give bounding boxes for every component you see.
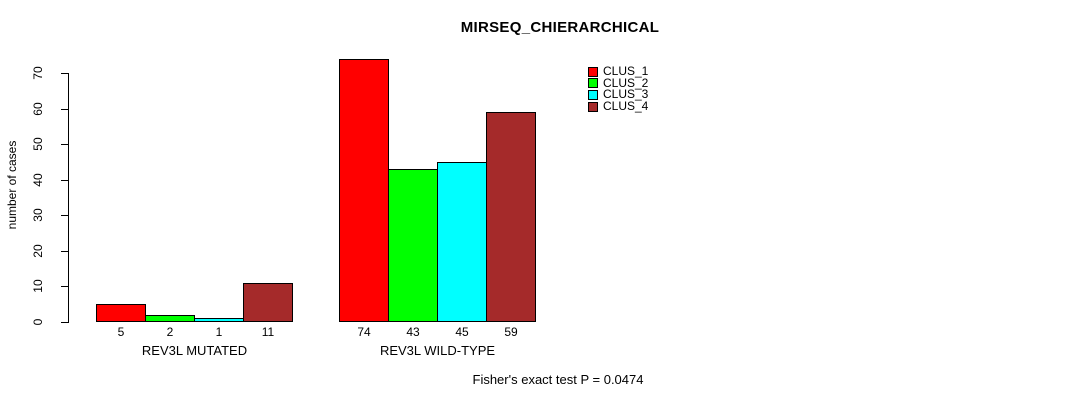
bar-CLUS_4 bbox=[243, 283, 293, 322]
y-axis-tick bbox=[61, 180, 68, 181]
y-axis-tick-label: 30 bbox=[31, 208, 45, 222]
x-group-label: REV3L WILD-TYPE bbox=[379, 343, 496, 358]
bar-CLUS_4 bbox=[486, 112, 536, 322]
y-axis-tick-label: 60 bbox=[31, 102, 45, 116]
y-axis-tick bbox=[61, 322, 68, 323]
bar-value-label: 43 bbox=[406, 325, 420, 339]
bar-CLUS_2 bbox=[145, 315, 195, 322]
legend-item: CLUS_2 bbox=[588, 75, 649, 90]
legend-item: CLUS_3 bbox=[588, 87, 649, 102]
bar-CLUS_1 bbox=[339, 59, 389, 322]
legend-label: CLUS_4 bbox=[603, 99, 649, 114]
legend-label: CLUS_3 bbox=[603, 87, 649, 102]
y-axis-tick bbox=[61, 144, 68, 145]
legend-swatch-CLUS_4 bbox=[588, 101, 598, 112]
y-axis-tick bbox=[61, 73, 68, 74]
legend-label: CLUS_2 bbox=[603, 75, 649, 90]
chart-title: MIRSEQ_CHIERARCHICAL bbox=[460, 19, 660, 36]
legend-item: CLUS_1 bbox=[588, 64, 649, 79]
y-axis-tick-label: 40 bbox=[31, 173, 45, 187]
bar-value-label: 59 bbox=[504, 325, 518, 339]
bar-value-label: 5 bbox=[117, 325, 125, 339]
y-axis-tick-label: 70 bbox=[31, 66, 45, 80]
legend: CLUS_1 CLUS_2 CLUS_3 CLUS_4 bbox=[588, 64, 649, 114]
y-axis-tick bbox=[61, 286, 68, 287]
y-axis-line bbox=[68, 73, 69, 323]
y-axis-tick-label: 0 bbox=[31, 318, 45, 326]
legend-item: CLUS_4 bbox=[588, 99, 649, 114]
bar-CLUS_2 bbox=[388, 169, 438, 322]
bar-CLUS_1 bbox=[96, 304, 146, 322]
bar-value-label: 2 bbox=[166, 325, 174, 339]
bar-CLUS_3 bbox=[194, 318, 244, 322]
x-group-label: REV3L MUTATED bbox=[141, 343, 248, 358]
legend-swatch-CLUS_2 bbox=[588, 78, 598, 89]
bar-value-label: 11 bbox=[261, 325, 275, 339]
legend-swatch-CLUS_1 bbox=[588, 66, 598, 77]
bar-CLUS_3 bbox=[437, 162, 487, 322]
y-axis-tick-label: 50 bbox=[31, 137, 45, 151]
annotation-fisher-test: Fisher's exact test P = 0.0474 bbox=[472, 372, 644, 387]
bar-value-label: 45 bbox=[455, 325, 469, 339]
bar-value-label: 74 bbox=[357, 325, 371, 339]
y-axis-tick-label: 10 bbox=[31, 279, 45, 293]
legend-label: CLUS_1 bbox=[603, 64, 649, 79]
y-axis-tick bbox=[61, 251, 68, 252]
y-axis-tick bbox=[61, 109, 68, 110]
y-axis-tick bbox=[61, 215, 68, 216]
bar-value-label: 1 bbox=[215, 325, 223, 339]
y-axis-tick-label: 20 bbox=[31, 244, 45, 258]
legend-swatch-CLUS_3 bbox=[588, 89, 598, 100]
